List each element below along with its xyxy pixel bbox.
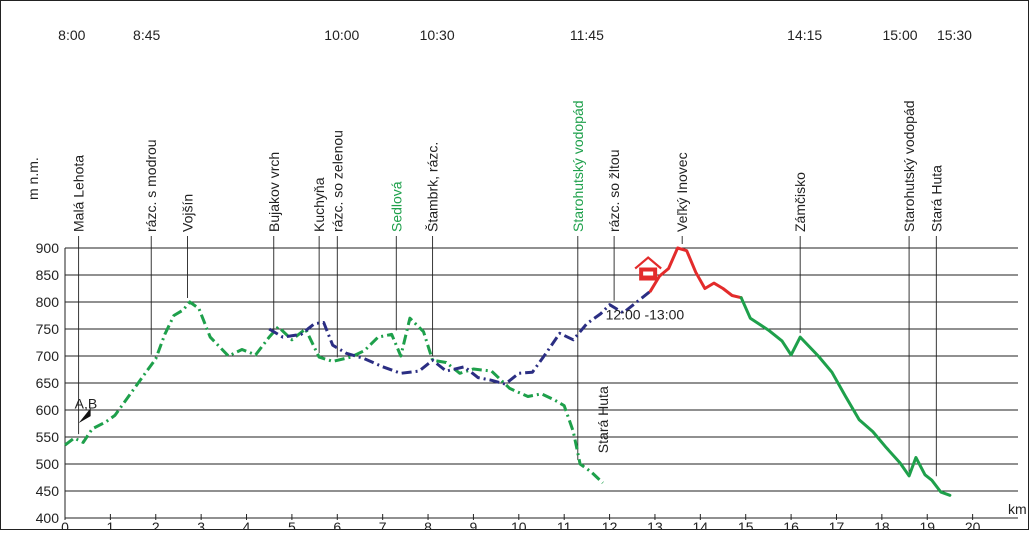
time-label: 8:00 — [58, 27, 85, 43]
x-tick-label: 17 — [829, 519, 845, 530]
x-tick-label: 20 — [965, 519, 981, 530]
x-tick-label: 11 — [557, 519, 572, 530]
annotation-label: Stará Huta — [595, 386, 611, 453]
time-label: 10:00 — [324, 27, 359, 43]
x-tick-label: 3 — [197, 519, 205, 530]
time-label: 10:30 — [420, 27, 455, 43]
x-tick-label: 6 — [333, 519, 341, 530]
x-tick-label: 0 — [61, 519, 69, 530]
waypoint-label: rázc. s modrou — [143, 139, 159, 232]
waypoint-label: Veľký Inovec — [674, 152, 690, 232]
x-tick-label: 9 — [470, 519, 478, 530]
time-layer: 8:00 8:45 10:00 10:30 11:45 14:15 15:00 15:30 — [58, 27, 972, 43]
x-tick-label: 13 — [647, 519, 663, 530]
time-label: 8:45 — [133, 27, 160, 43]
y-tick-label: 400 — [36, 510, 60, 526]
x-tick-label: 4 — [243, 519, 251, 530]
x-tick-label: 1 — [106, 519, 114, 530]
hut-roof — [634, 256, 662, 270]
y-tick-label: 900 — [36, 240, 60, 256]
time-label: 11:45 — [570, 27, 604, 43]
waypoint-label: rázc. so zelenou — [329, 130, 345, 232]
start-arrow-icon — [78, 408, 91, 424]
hut-icon — [634, 256, 662, 281]
elevation-series — [648, 246, 743, 300]
elevation-series — [64, 300, 604, 484]
waypoint-label: Malá Lehota — [71, 155, 87, 232]
annotation-label: A,B — [75, 395, 98, 411]
time-label: 15:00 — [882, 27, 917, 43]
waypoint-label: Stará Huta — [928, 165, 944, 232]
x-tick-label: 12 — [602, 519, 618, 530]
waypoint-label: Sedlová — [388, 181, 404, 232]
x-axis-label: km — [1008, 501, 1027, 517]
waypoint-label: Vojšín — [180, 194, 196, 232]
x-tick-label: 18 — [874, 519, 890, 530]
x-tick-label: 15 — [738, 519, 754, 530]
waypoint-layer: Malá Lehota rázc. s modrou Vojšín Bujakov v… — [71, 100, 944, 477]
waypoint-label: Zámčisko — [792, 172, 808, 232]
annotation-layer: A,B 12:00 -13:00 Stará Huta — [75, 256, 685, 453]
y-tick-label: 750 — [36, 321, 60, 337]
time-label: 15:30 — [937, 27, 972, 43]
x-tick-label: 2 — [152, 519, 160, 530]
series-layer — [64, 246, 952, 497]
x-tick-label: 16 — [783, 519, 799, 530]
y-tick-label: 650 — [36, 375, 60, 391]
y-tick-label: 700 — [36, 348, 60, 364]
x-tick-label: 14 — [693, 519, 709, 530]
waypoint-label: Starohutský vodopád — [901, 100, 917, 232]
y-tick-label: 600 — [36, 402, 60, 418]
annotation-label: 12:00 -13:00 — [606, 306, 685, 322]
waypoint-label: rázc. so žltou — [606, 150, 622, 232]
hut-window — [643, 271, 654, 276]
y-tick-label: 850 — [36, 267, 60, 283]
waypoint-label: Kuchyňa — [311, 177, 327, 232]
y-tick-label: 500 — [36, 456, 60, 472]
waypoint-label: Bujakov vrch — [266, 152, 282, 232]
x-tick-label: 5 — [288, 519, 296, 530]
grid-layer — [65, 247, 1018, 519]
y-axis-label: m n.m. — [25, 157, 41, 200]
x-tick-label: 8 — [424, 519, 432, 530]
y-tick-label: 550 — [36, 429, 60, 445]
x-tick-label: 19 — [919, 519, 935, 530]
elevation-series — [739, 296, 952, 497]
y-tick-label: 450 — [36, 483, 60, 499]
time-label: 14:15 — [787, 27, 822, 43]
x-tick-label: 10 — [511, 519, 527, 530]
waypoint-label: Štambrk, rázc. — [425, 142, 441, 232]
x-tick-label: 7 — [379, 519, 387, 530]
waypoint-label: Starohutský vodopád — [570, 100, 586, 232]
y-tick-label: 800 — [36, 294, 60, 310]
